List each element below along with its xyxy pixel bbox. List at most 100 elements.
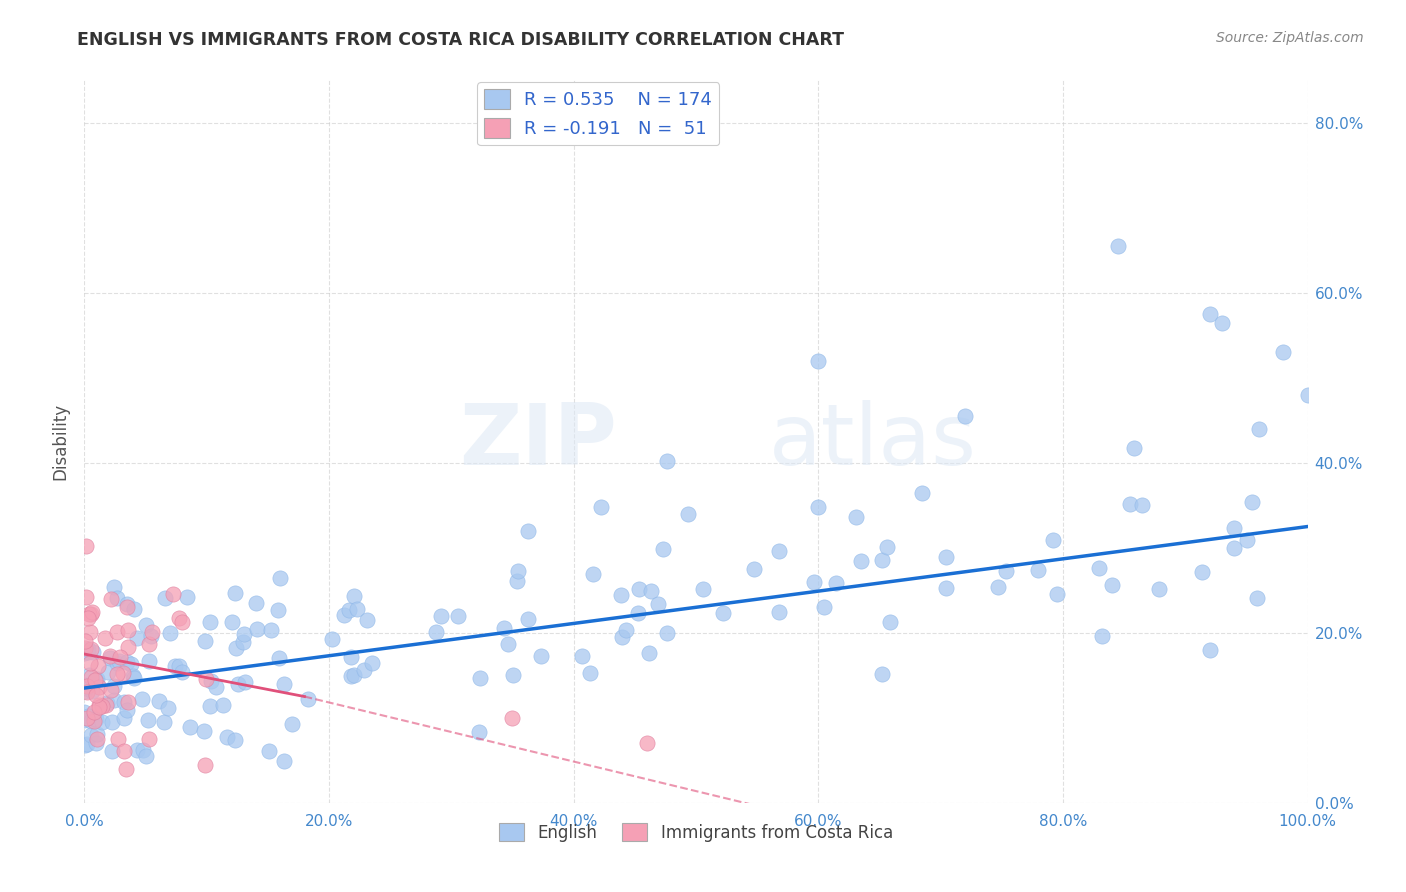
Point [107,656,129,670]
Point [1247,422,1270,436]
Point [711,606,734,620]
Point [138,731,160,746]
Point [652,541,675,556]
Point [281,716,304,731]
Point [84,736,107,750]
Point [75,590,97,604]
Point [638,646,661,660]
Point [205,681,228,695]
Point [361,656,384,670]
Point [84,712,107,726]
Point [105,625,128,640]
Point [636,736,658,750]
Point [77,607,100,622]
Point [79,624,101,639]
Point [112,666,135,681]
Point [1130,498,1153,512]
Point [89,699,111,714]
Point [1211,316,1233,330]
Point [80,714,103,728]
Point [83,714,105,729]
Point [135,617,157,632]
Point [73,683,96,698]
Point [193,723,215,738]
Text: ZIP: ZIP [458,400,616,483]
Point [80,684,103,698]
Point [879,615,901,629]
Point [100,682,122,697]
Point [1222,521,1244,535]
Point [1147,582,1170,596]
Point [494,622,516,636]
Point [655,625,678,640]
Point [76,680,98,694]
Point [136,713,159,727]
Point [876,540,898,554]
Point [340,668,363,682]
Point [273,755,295,769]
Point [647,597,669,611]
Point [1246,591,1268,605]
Point [579,665,602,680]
Point [678,507,700,521]
Text: Source: ZipAtlas.com: Source: ZipAtlas.com [1216,31,1364,45]
Point [103,679,125,693]
Point [1026,563,1049,577]
Point [96,698,118,712]
Point [138,654,160,668]
Point [108,653,131,667]
Point [156,700,179,714]
Legend: English, Immigrants from Costa Rica: English, Immigrants from Costa Rica [492,817,900,848]
Point [73,713,96,727]
Point [356,613,378,627]
Point [107,731,129,746]
Point [425,625,447,640]
Point [246,622,269,636]
Point [807,353,830,368]
Point [824,576,846,591]
Point [911,486,934,500]
Point [1107,239,1129,253]
Point [198,615,221,630]
Point [131,692,153,706]
Point [1223,541,1246,555]
Point [627,606,650,620]
Point [353,664,375,678]
Point [125,743,148,757]
Point [125,631,148,645]
Point [80,606,103,620]
Point [101,744,124,758]
Point [89,698,111,713]
Point [614,623,637,637]
Point [232,626,254,640]
Point [266,603,288,617]
Point [845,510,868,524]
Point [139,629,162,643]
Point [260,624,283,638]
Point [610,588,633,602]
Point [430,609,453,624]
Point [849,554,872,568]
Point [172,615,194,630]
Point [73,646,96,660]
Point [122,671,145,685]
Point [135,748,157,763]
Y-axis label: Disability: Disability [51,403,69,480]
Point [117,640,139,654]
Point [141,625,163,640]
Point [76,645,98,659]
Point [163,658,186,673]
Point [73,640,96,655]
Point [813,599,835,614]
Point [162,586,184,600]
Point [1198,643,1220,657]
Point [343,590,366,604]
Point [505,574,527,588]
Point [176,590,198,604]
Point [321,632,343,647]
Point [117,623,139,637]
Point [79,656,101,670]
Point [90,699,112,714]
Point [468,671,491,685]
Point [115,655,138,669]
